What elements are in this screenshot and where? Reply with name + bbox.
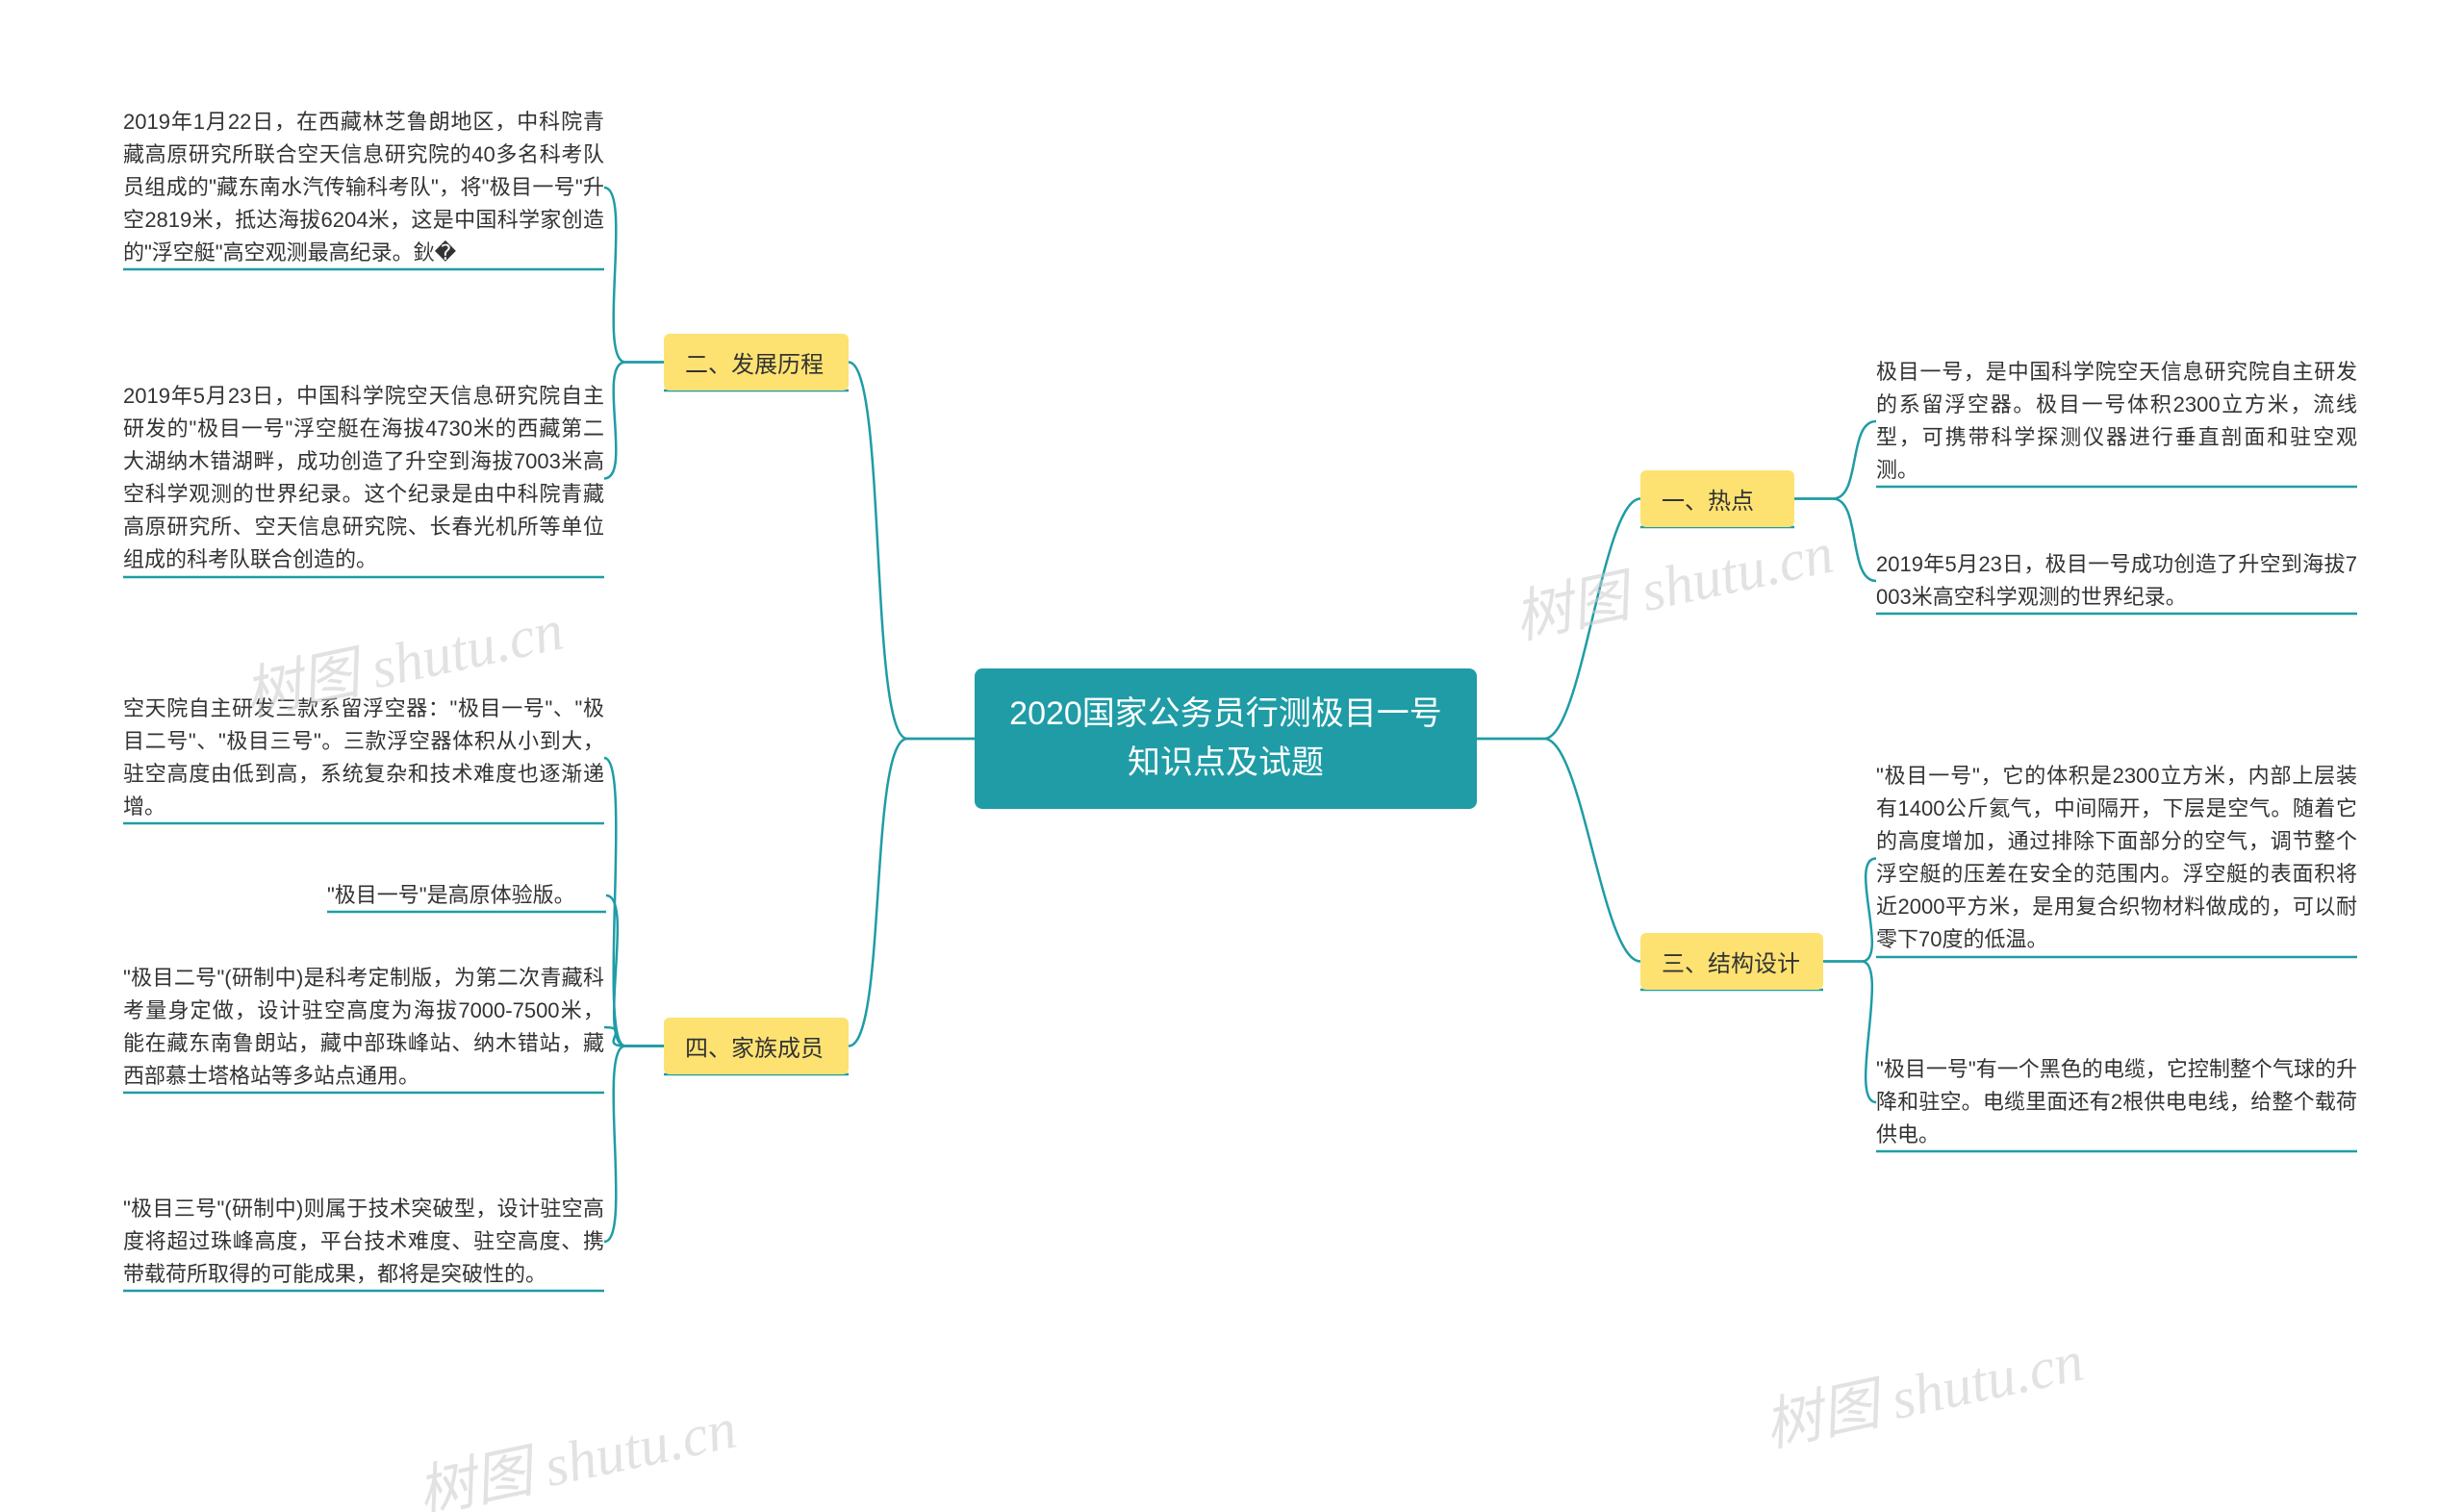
leaf-b1-1: 极目一号，是中国科学院空天信息研究院自主研发的系留浮空器。极目一号体积2300立…: [1876, 356, 2357, 487]
watermark: 树图 shutu.cn: [409, 1381, 743, 1512]
leaf-b3-1: "极目一号"，它的体积是2300立方米，内部上层装有1400公斤氦气，中间隔开，…: [1876, 760, 2357, 957]
branch-hot-topic: 一、热点: [1640, 470, 1794, 527]
leaf-b2-1: 2019年1月22日，在西藏林芝鲁朗地区，中科院青藏高原研究所联合空天信息研究院…: [123, 106, 604, 269]
leaf-b1-2: 2019年5月23日，极目一号成功创造了升空到海拔7003米高空科学观测的世界纪…: [1876, 548, 2357, 614]
branch-history: 二、发展历程: [664, 334, 849, 391]
leaf-b4-2: "极目一号"是高原体验版。: [327, 879, 606, 912]
center-node: 2020国家公务员行测极目一号知识点及试题: [975, 668, 1477, 809]
watermark: 树图 shutu.cn: [1756, 1314, 2090, 1463]
leaf-b2-2: 2019年5月23日，中国科学院空天信息研究院自主研发的"极目一号"浮空艇在海拔…: [123, 380, 604, 577]
branch-family: 四、家族成员: [664, 1018, 849, 1074]
leaf-b4-3: "极目二号"(研制中)是科考定制版，为第二次青藏科考量身定做，设计驻空高度为海拔…: [123, 962, 604, 1093]
watermark: 树图 shutu.cn: [1506, 506, 1840, 655]
leaf-b3-2: "极目一号"有一个黑色的电缆，它控制整个气球的升降和驻空。电缆里面还有2根供电电…: [1876, 1053, 2357, 1151]
branch-structure: 三、结构设计: [1640, 933, 1823, 990]
leaf-b4-1: 空天院自主研发三款系留浮空器："极目一号"、"极目二号"、"极目三号"。三款浮空…: [123, 693, 604, 823]
leaf-b4-4: "极目三号"(研制中)则属于技术突破型，设计驻空高度将超过珠峰高度，平台技术难度…: [123, 1193, 604, 1291]
